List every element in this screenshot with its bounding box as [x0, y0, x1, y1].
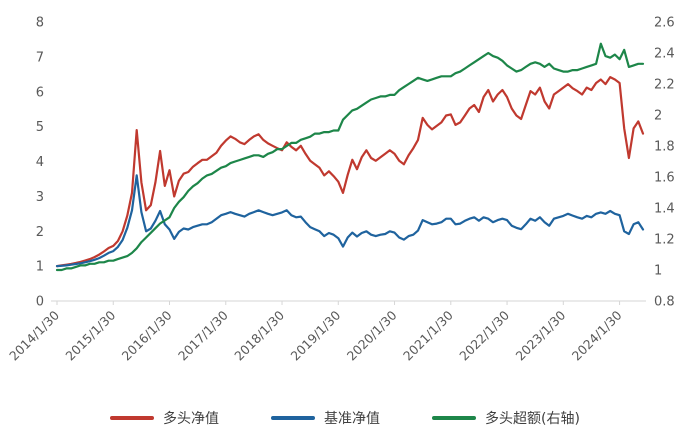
x-axis-tick-label: 2022/1/30 [456, 307, 512, 363]
x-axis-tick-label: 2018/1/30 [231, 307, 287, 363]
right-axis-tick-label: 2.6 [654, 16, 675, 31]
x-axis-tick-label: 2024/1/30 [569, 307, 625, 363]
right-axis-tick-label: 1.4 [654, 202, 675, 217]
left-axis-tick-label: 4 [36, 155, 44, 170]
legend-label-benchmark-nav: 基准净值 [324, 411, 381, 427]
right-axis-tick-label: 2.2 [654, 78, 675, 93]
right-axis-tick-label: 2.4 [654, 47, 675, 62]
x-axis-tick-label: 2020/1/30 [344, 307, 400, 363]
x-axis-tick-label: 2015/1/30 [62, 307, 118, 363]
left-axis-tick-label: 7 [36, 50, 44, 65]
series-line-2 [55, 42, 645, 272]
legend-line-swatch-blue [271, 416, 316, 420]
series-line-0 [55, 75, 645, 268]
left-axis-tick-label: 2 [36, 225, 44, 240]
left-axis-tick-label: 3 [36, 190, 44, 205]
left-axis-tick-label: 0 [36, 295, 44, 310]
x-axis-tick-label: 2016/1/30 [119, 307, 175, 363]
legend-item-long-nav: 多头净值 [110, 408, 219, 428]
left-axis-tick-label: 1 [36, 260, 44, 275]
legend-item-benchmark-nav: 基准净值 [271, 408, 380, 428]
right-axis-tick-label: 1 [654, 264, 662, 279]
series-line-1 [55, 174, 645, 268]
x-axis-tick-label: 2014/1/30 [6, 307, 62, 363]
right-axis-tick-label: 1.2 [654, 233, 675, 248]
legend-item-long-excess: 多头超额(右轴) [432, 408, 580, 428]
right-axis-tick-label: 1.8 [654, 140, 675, 155]
left-axis-tick-label: 8 [36, 16, 44, 31]
left-axis-tick-label: 5 [36, 120, 44, 135]
legend-label-long-nav: 多头净值 [163, 411, 220, 427]
legend-label-long-excess: 多头超额(右轴) [485, 411, 580, 427]
chart-canvas: 0 1 2 3 4 5 6 7 8 0.8 1 1.2 1.4 1.6 1.8 2 2.2 2.4 2.6 2014/… [6, 16, 675, 364]
right-axis-tick-label: 0.8 [654, 295, 675, 310]
legend-line-swatch-red [110, 416, 155, 420]
legend-line-swatch-green [432, 416, 477, 420]
x-axis-tick-label: 2017/1/30 [175, 307, 231, 363]
right-axis-tick-label: 2 [654, 109, 662, 124]
x-axis-tick-label: 2023/1/30 [512, 307, 568, 363]
chart-legend: 多头净值 基准净值 多头超额(右轴) [0, 408, 690, 428]
left-axis-tick-label: 6 [36, 85, 44, 100]
x-axis-tick-label: 2021/1/30 [400, 307, 456, 363]
right-axis-tick-label: 1.6 [654, 171, 675, 186]
x-axis-tick-label: 2019/1/30 [287, 307, 343, 363]
